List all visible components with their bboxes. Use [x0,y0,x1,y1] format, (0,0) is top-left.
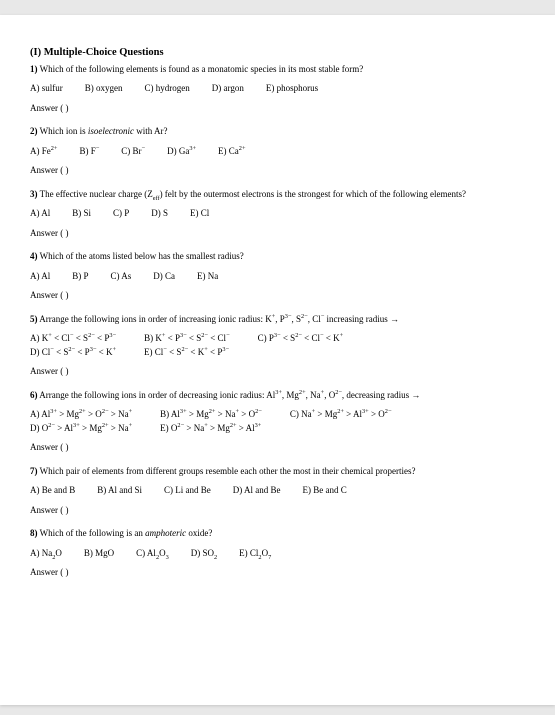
question-text: 8) Which of the following is an amphoter… [30,527,525,541]
choices-row: D) O2− > Al3+ > Mg2+ > Na+ E) O2− > Na+ >… [30,422,525,436]
choice-option: C) Li and Be [164,484,211,498]
question-block: 3) The effective nuclear charge (Zeff) f… [30,188,525,241]
choice-option: A) Fe2+ [30,145,57,159]
choice-option: B) P [72,270,88,284]
choice-option: E) Cl− < S2− < K+ < P3− [144,346,229,360]
choice-option: E) O2− > Na+ > Mg2+ > Al3+ [160,422,261,436]
answer-line: Answer ( ) [30,365,525,379]
question-block: 4) Which of the atoms listed below has t… [30,250,525,303]
choice-option: D) O2− > Al3+ > Mg2+ > Na+ [30,422,132,436]
answer-line: Answer ( ) [30,289,525,303]
choice-option: E) phosphorus [266,82,318,96]
question-text: 6) Arrange the following ions in order o… [30,389,525,403]
page: (I) Multiple-Choice Questions 1) Which o… [0,15,555,705]
choice-option: C) P [113,207,129,221]
choices-row: A) Be and B B) Al and Si C) Li and Be D) Al… [30,484,525,498]
choice-option: D) Ca [153,270,175,284]
choices-row: A) sulfur B) oxygen C) hydrogen D) argon E) … [30,82,525,96]
choice-option: A) Al [30,270,50,284]
choices-stack: A) K+ < Cl− < S2− < P3− B) K+ < P3− < S2−… [30,332,525,359]
choice-option: B) MgO [84,547,114,561]
answer-line: Answer ( ) [30,566,525,580]
choice-option: E) Ca2+ [218,145,245,159]
answer-line: Answer ( ) [30,441,525,455]
choice-option: E) Cl2O7 [239,547,271,561]
choice-option: B) oxygen [85,82,123,96]
question-text: 2) Which ion is isoelectronic with Ar? [30,125,525,139]
choices-row: A) Na2O B) MgO C) Al2O3 D) SO2 E) Cl2O7 [30,547,525,561]
choice-option: C) As [111,270,132,284]
choices-row: D) Cl− < S2− < P3− < K+ E) Cl− < S2− < K+… [30,346,525,360]
choices-row: A) Al B) P C) As D) Ca E) Na [30,270,525,284]
choice-option: C) hydrogen [145,82,190,96]
choice-option: E) Na [197,270,218,284]
question-number: 2) [30,126,38,136]
answer-line: Answer ( ) [30,102,525,116]
question-block: 8) Which of the following is an amphoter… [30,527,525,580]
choice-option: A) Be and B [30,484,75,498]
choice-option: B) Al and Si [97,484,142,498]
question-text: 5) Arrange the following ions in order o… [30,313,525,327]
question-text: 7) Which pair of elements from different… [30,465,525,479]
section-heading: (I) Multiple-Choice Questions [30,45,525,61]
choice-option: B) F− [79,145,99,159]
question-number: 1) [30,64,38,74]
choice-option: E) Cl [190,207,209,221]
answer-line: Answer ( ) [30,164,525,178]
choice-option: D) Ga3+ [167,145,196,159]
choices-row: A) K+ < Cl− < S2− < P3− B) K+ < P3− < S2−… [30,332,525,346]
question-number: 5) [30,314,38,324]
choice-option: A) sulfur [30,82,63,96]
questions-container: 1) Which of the following elements is fo… [30,63,525,580]
question-block: 5) Arrange the following ions in order o… [30,313,525,379]
question-number: 8) [30,528,38,538]
answer-line: Answer ( ) [30,504,525,518]
choice-option: D) SO2 [191,547,217,561]
choice-option: B) K+ < P3− < S2− < Cl− [144,332,230,346]
question-text: 4) Which of the atoms listed below has t… [30,250,525,264]
choice-option: D) S [151,207,168,221]
question-block: 2) Which ion is isoelectronic with Ar? A)… [30,125,525,178]
choices-row: A) Fe2+ B) F− C) Br− D) Ga3+ E) Ca2+ [30,145,525,159]
answer-line: Answer ( ) [30,227,525,241]
choice-option: C) P3− < S2− < Cl− < K+ [258,332,344,346]
choice-option: C) Na+ > Mg2+ > Al3+ > O2− [290,408,392,422]
question-block: 6) Arrange the following ions in order o… [30,389,525,455]
choice-option: A) Al3+ > Mg2+ > O2− > Na+ [30,408,132,422]
question-block: 1) Which of the following elements is fo… [30,63,525,116]
question-text: 3) The effective nuclear charge (Zeff) f… [30,188,525,202]
choice-option: E) Be and C [303,484,347,498]
choice-option: D) argon [212,82,244,96]
choices-row: A) Al B) Si C) P D) S E) Cl [30,207,525,221]
question-number: 7) [30,466,38,476]
choices-row: A) Al3+ > Mg2+ > O2− > Na+ B) Al3+ > Mg2+… [30,408,525,422]
choices-stack: A) Al3+ > Mg2+ > O2− > Na+ B) Al3+ > Mg2+… [30,408,525,435]
choice-option: A) K+ < Cl− < S2− < P3− [30,332,116,346]
question-text: 1) Which of the following elements is fo… [30,63,525,77]
choice-option: D) Al and Be [233,484,281,498]
question-number: 4) [30,251,38,261]
choice-option: C) Br− [121,145,145,159]
question-block: 7) Which pair of elements from different… [30,465,525,518]
choice-option: B) Al3+ > Mg2+ > Na+ > O2− [160,408,262,422]
question-number: 3) [30,189,38,199]
choice-option: D) Cl− < S2− < P3− < K+ [30,346,116,360]
question-number: 6) [30,390,38,400]
choice-option: B) Si [72,207,91,221]
choice-option: A) Al [30,207,50,221]
choice-option: A) Na2O [30,547,62,561]
choice-option: C) Al2O3 [136,547,169,561]
